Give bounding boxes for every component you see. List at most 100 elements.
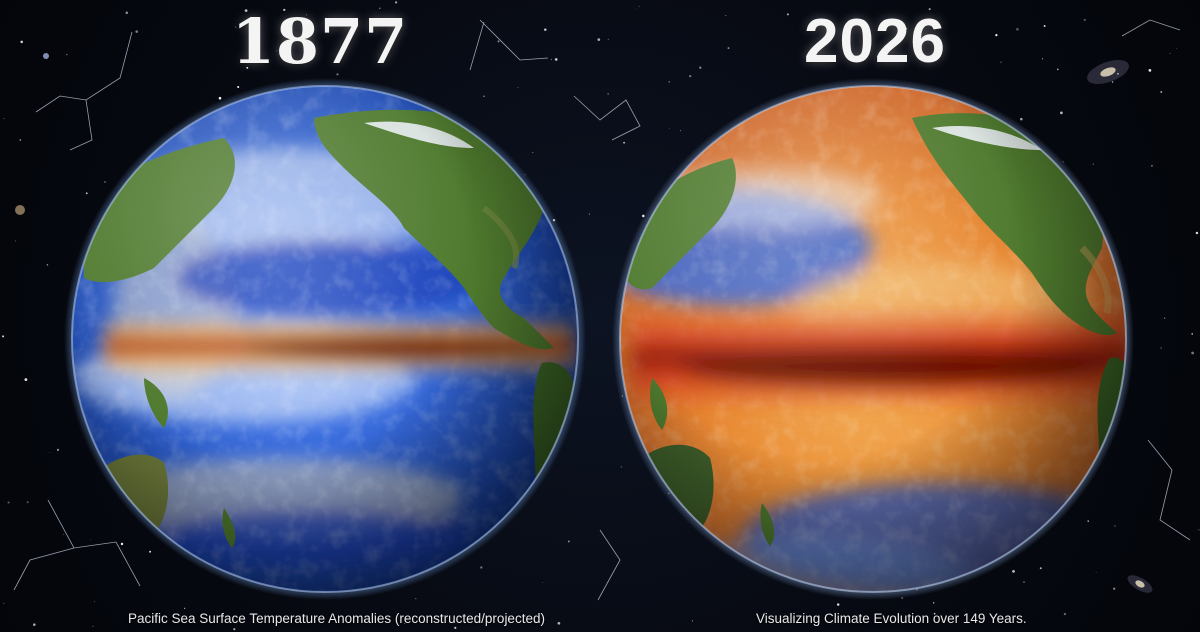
star [554, 58, 558, 61]
star [19, 139, 22, 141]
star [836, 603, 840, 606]
star [1023, 581, 1025, 584]
star [305, 14, 307, 16]
star [668, 81, 671, 83]
star [550, 58, 552, 61]
star [63, 533, 65, 535]
star [56, 448, 60, 452]
star [33, 623, 36, 626]
star [567, 540, 570, 543]
star [234, 26, 237, 28]
star [3, 118, 5, 119]
star [557, 621, 561, 625]
star [623, 141, 626, 144]
star [1043, 25, 1046, 27]
star [532, 151, 534, 154]
star [1087, 520, 1089, 522]
star [517, 87, 519, 88]
star [283, 8, 286, 12]
star [1150, 164, 1153, 167]
star [1020, 117, 1023, 121]
star [850, 52, 854, 56]
year-title-2026: 2026 [804, 7, 946, 76]
globe-pacific-1877 [64, 78, 586, 600]
star [620, 466, 622, 468]
star [689, 74, 692, 78]
star [66, 54, 68, 56]
star [233, 628, 236, 631]
caption-right: Visualizing Climate Evolution over 149 Y… [756, 611, 1027, 626]
star [20, 40, 23, 44]
star [928, 8, 931, 11]
year-title-1877: 1877 [231, 5, 409, 78]
star [218, 96, 222, 100]
star [135, 30, 138, 33]
star [2, 335, 5, 338]
star [1191, 333, 1193, 335]
star [823, 18, 825, 20]
star [597, 38, 601, 41]
star [184, 607, 186, 609]
star [246, 66, 249, 69]
star [1160, 347, 1162, 349]
star [588, 213, 590, 215]
star [669, 127, 670, 129]
star [497, 40, 500, 43]
star [607, 93, 609, 95]
star [94, 601, 95, 603]
star [933, 612, 936, 615]
star [1042, 58, 1044, 60]
star [336, 73, 339, 76]
star [995, 33, 998, 37]
star [679, 130, 681, 132]
star [544, 28, 547, 31]
star [394, 1, 398, 4]
star [1012, 570, 1015, 573]
star [1176, 47, 1178, 49]
star [933, 602, 935, 604]
star [1148, 69, 1152, 72]
star [483, 95, 485, 97]
star [1111, 81, 1114, 83]
star [237, 85, 240, 89]
star [1191, 351, 1194, 355]
star [699, 66, 702, 69]
star [542, 582, 543, 584]
star [276, 50, 278, 52]
star [635, 8, 636, 10]
star [454, 626, 457, 630]
star [1095, 572, 1097, 574]
star [638, 5, 640, 7]
star [1113, 587, 1116, 590]
star [905, 27, 908, 30]
star [1163, 317, 1166, 319]
galaxy-icon [15, 53, 1153, 593]
star [3, 602, 5, 605]
star [1039, 567, 1042, 570]
star [379, 7, 381, 9]
star [15, 240, 16, 242]
constellation-lines [13, 19, 1191, 601]
star [725, 14, 727, 17]
star [1195, 231, 1199, 235]
star [364, 620, 367, 623]
star [244, 9, 248, 12]
star [1116, 72, 1119, 75]
star [1083, 18, 1086, 21]
star [104, 181, 106, 183]
star [1000, 61, 1002, 64]
star [125, 11, 129, 15]
star [786, 13, 789, 16]
star [1092, 163, 1094, 165]
star [404, 623, 406, 624]
star [1016, 27, 1019, 31]
star [727, 47, 730, 50]
star [1114, 525, 1116, 527]
star [415, 597, 417, 600]
star [149, 550, 152, 553]
star [7, 501, 10, 504]
star [85, 192, 88, 195]
star [26, 501, 29, 504]
star [90, 538, 91, 540]
